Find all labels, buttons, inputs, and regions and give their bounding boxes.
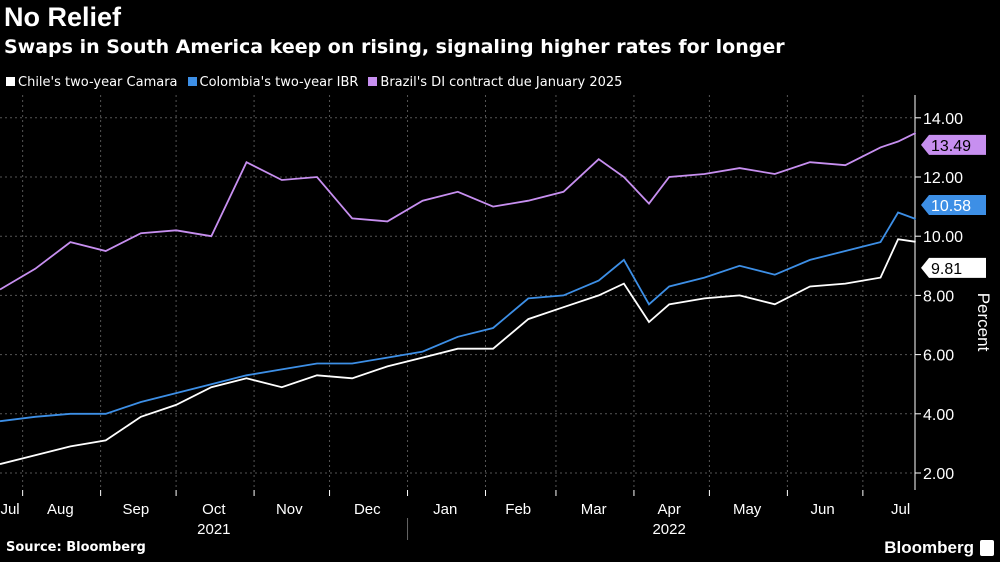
y-tick-label: 10.00 (923, 229, 963, 246)
chart-title: No Relief (4, 2, 122, 32)
legend-swatch (187, 77, 197, 86)
legend-item-colombia: Colombia's two-year IBR (187, 75, 359, 90)
x-tick-label: Sep (122, 501, 149, 518)
legend-label: Colombia's two-year IBR (199, 75, 359, 90)
series-line-0 (0, 238, 916, 465)
last-value-label: 9.81 (931, 261, 962, 278)
legend-label: Chile's two-year Camara (18, 75, 178, 90)
bloomberg-icon (980, 540, 994, 556)
y-axis-label: Percent (974, 293, 993, 352)
y-tick-label: 4.00 (923, 407, 954, 424)
x-tick-label: Mar (581, 501, 607, 518)
y-tick-label: 2.00 (923, 466, 954, 483)
bloomberg-logo: Bloomberg (884, 538, 974, 557)
x-tick-label: Jun (811, 501, 835, 518)
y-tick-label: 12.00 (923, 170, 963, 187)
year-label: 2021 (197, 521, 230, 538)
x-tick-label: Jul (0, 501, 19, 518)
legend-item-brazil: Brazil's DI contract due January 2025 (368, 75, 622, 90)
x-tick-label: Aug (47, 501, 74, 518)
x-tick-label: Nov (276, 501, 303, 518)
x-tick-label: May (733, 501, 762, 518)
year-label: 2022 (652, 521, 685, 538)
y-tick-label: 8.00 (923, 288, 954, 305)
source-note: Source: Bloomberg (6, 540, 146, 555)
last-value-label: 13.49 (931, 138, 971, 155)
last-value-tag (921, 195, 986, 216)
legend-swatch (6, 77, 15, 86)
x-tick-label: Apr (657, 501, 680, 518)
last-value-tag (921, 134, 986, 155)
x-tick-label: Jul (891, 501, 910, 518)
legend-item-chile: Chile's two-year Camara (6, 75, 178, 90)
x-tick-label: Oct (202, 501, 226, 518)
x-tick-label: Jan (433, 501, 457, 518)
legend: Chile's two-year Camara Colombia's two-y… (6, 75, 622, 90)
y-tick-label: 14.00 (923, 111, 963, 128)
x-tick-label: Dec (354, 501, 381, 518)
last-value-tag (921, 257, 986, 278)
legend-swatch (368, 77, 378, 86)
chart-subtitle: Swaps in South America keep on rising, s… (4, 36, 785, 58)
x-tick-label: Feb (505, 501, 531, 518)
last-value-label: 10.58 (931, 198, 971, 215)
y-tick-label: 6.00 (923, 348, 954, 365)
series-line-1 (0, 211, 917, 423)
legend-label: Brazil's DI contract due January 2025 (380, 75, 623, 90)
series-line-2 (0, 132, 917, 291)
